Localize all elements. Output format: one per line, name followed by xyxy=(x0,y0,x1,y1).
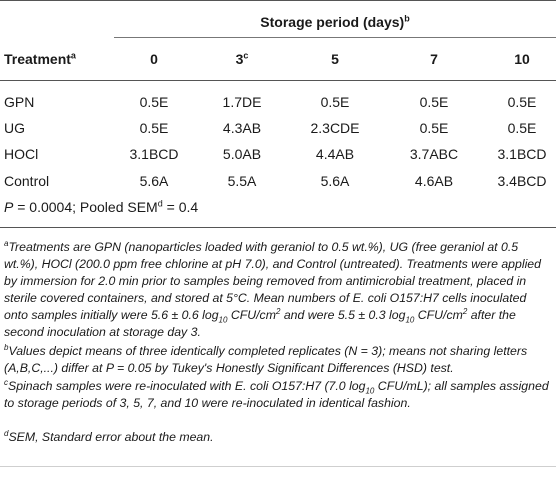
row-label: HOCl xyxy=(4,146,39,162)
row-label: Control xyxy=(4,173,50,189)
col-header-5: 5 xyxy=(331,51,339,67)
footnote-d: dSEM, Standard error about the mean. xyxy=(4,428,214,444)
storage-period-header: Storage period (days)b xyxy=(260,13,410,30)
table-cell: 0.5E xyxy=(139,94,169,110)
header-rule xyxy=(0,80,556,81)
bottom-rule xyxy=(0,466,556,467)
col-header-7: 7 xyxy=(430,51,438,67)
table-cell: 2.3CDE xyxy=(310,120,360,136)
footnote-a: aTreatments are GPN (nanoparticles loade… xyxy=(4,238,541,339)
table-cell: 4.4AB xyxy=(315,146,355,162)
footnote-b: bValues depict means of three identicall… xyxy=(4,342,528,375)
table-cell: 3.7ABC xyxy=(409,146,459,162)
row-label: UG xyxy=(4,120,25,136)
stats-line: P = 0.0004; Pooled SEMd = 0.4 xyxy=(4,198,199,215)
col-header-0: 0 xyxy=(150,51,158,67)
row-label: GPN xyxy=(4,94,35,110)
group-header-rule xyxy=(114,37,556,38)
table-cell: 1.7DE xyxy=(222,94,262,110)
table-cell: 0.5E xyxy=(419,120,449,136)
table-cell: 0.5E xyxy=(320,94,350,110)
table-cell: 0.5E xyxy=(419,94,449,110)
top-rule xyxy=(0,0,556,1)
table-cell: 4.3AB xyxy=(222,120,262,136)
treatment-header: Treatmenta xyxy=(4,50,76,67)
table-cell: 3.1BCD xyxy=(497,146,547,162)
table-cell: 5.6A xyxy=(139,173,169,189)
table-cell: 0.5E xyxy=(139,120,169,136)
table-cell: 4.6AB xyxy=(414,173,454,189)
table-cell: 5.0AB xyxy=(222,146,262,162)
col-header-3: 3c xyxy=(235,50,249,67)
table-cell: 5.6A xyxy=(320,173,350,189)
footnote-rule xyxy=(0,227,556,228)
table-cell: 3.1BCD xyxy=(129,146,179,162)
footnote-c: cSpinach samples were re-inoculated with… xyxy=(4,377,549,410)
table-cell: 5.5A xyxy=(227,173,257,189)
col-header-10: 10 xyxy=(514,51,530,67)
table-cell: 0.5E xyxy=(507,120,537,136)
table-cell: 3.4BCD xyxy=(497,173,547,189)
table-cell: 0.5E xyxy=(507,94,537,110)
